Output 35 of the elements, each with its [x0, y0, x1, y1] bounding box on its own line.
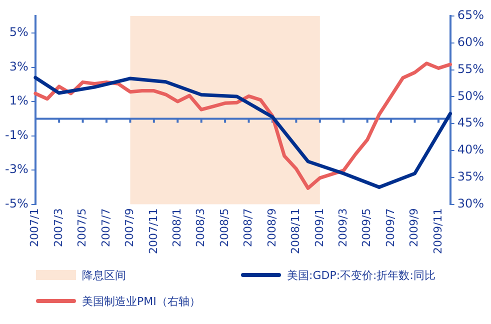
x-tick-label: 2007/3: [52, 208, 65, 248]
y-tick-label: -3%: [4, 162, 28, 176]
x-tick-label: 2009/3: [336, 208, 350, 248]
y2-tick-label: 35%: [457, 170, 484, 184]
x-tick-label: 2008/5: [218, 208, 231, 248]
y2-tick-label: 60%: [457, 35, 484, 50]
x-tick-label: 2009/9: [408, 208, 421, 248]
y2-tick-label: 50%: [457, 88, 484, 103]
y-tick-label: -1%: [4, 128, 28, 142]
y2-tick-label: 30%: [457, 196, 484, 210]
y2-tick-label: 65%: [457, 8, 484, 22]
legend-label: 降息区间: [82, 268, 126, 282]
y-tick-label: -5%: [4, 196, 28, 210]
legend-label: 美国制造业PMI（右轴）: [82, 294, 200, 308]
x-tick-label: 2008/11: [289, 208, 302, 254]
y2-tick-label: 45%: [457, 116, 484, 130]
legend-label: 美国:GDP:不变价:折年数:同比: [287, 268, 436, 282]
x-tick-label: 2009/1: [312, 208, 326, 248]
x-tick-label: 2008/7: [242, 208, 255, 248]
x-tick-label: 2009/7: [384, 208, 397, 248]
x-tick-label: 2007/11: [146, 208, 160, 254]
x-tick-label: 2009/5: [360, 208, 374, 248]
x-tick-label: 2007/7: [99, 208, 112, 248]
y-tick-label: 1%: [9, 94, 28, 108]
x-tick-label: 2009/11: [431, 208, 444, 254]
y-tick-label: 5%: [9, 25, 28, 40]
x-tick-label: 2007/9: [123, 208, 136, 248]
y-tick-label: 3%: [9, 59, 28, 74]
x-tick-label: 2007/5: [76, 208, 89, 248]
x-tick-label: 2007/1: [28, 208, 42, 248]
y2-tick-label: 40%: [457, 142, 484, 157]
y2-tick-label: 55%: [457, 62, 484, 76]
x-tick-label: 2008/9: [265, 208, 278, 248]
x-tick-label: 2008/3: [194, 208, 208, 248]
x-tick-label: 2008/1: [170, 208, 184, 248]
